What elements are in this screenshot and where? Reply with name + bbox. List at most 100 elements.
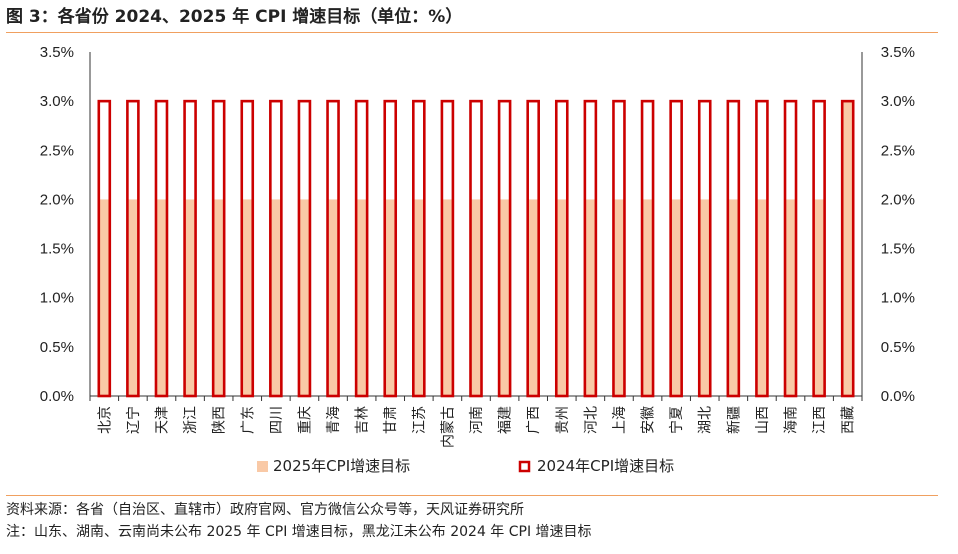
bar-2025-10 (384, 199, 396, 396)
legend-swatch-2024 (518, 460, 531, 473)
bar-2024-15 (526, 99, 540, 398)
bar-2024-26 (840, 99, 855, 398)
left-y-tick-label: 2.0% (40, 191, 74, 208)
right-y-tick-label: 3.5% (881, 44, 915, 61)
x-tick-label: 山西 (755, 406, 771, 434)
bar-2024-11 (412, 99, 426, 398)
x-tick-label: 青海 (326, 406, 342, 434)
legend: 2025年CPI增速目标 2024年CPI增速目标 (257, 457, 674, 475)
bar-2025-23 (756, 199, 768, 396)
bars-group (97, 99, 855, 398)
x-tick-label: 天津 (154, 406, 170, 434)
x-tick-label: 上海 (612, 406, 628, 434)
bar-2025-4 (213, 199, 225, 396)
top-divider (6, 32, 938, 33)
x-tick-label: 河北 (583, 406, 599, 434)
x-tick-label: 新疆 (726, 406, 742, 434)
bar-2024-16 (554, 99, 569, 398)
x-tick-label: 广东 (240, 406, 256, 434)
bar-2024-17 (583, 99, 598, 398)
bar-2025-1 (127, 199, 139, 396)
right-y-tick-label: 1.0% (881, 290, 915, 307)
bar-2024-3 (183, 99, 197, 398)
right-y-tick-label: 2.5% (881, 142, 915, 159)
bar-2024-20 (669, 99, 683, 398)
left-y-tick-label: 2.5% (40, 142, 74, 159)
x-axis-labels: 北京 辽宁 天津 浙江 陕西 广东 四川 重庆 青海 吉林 甘肃 江苏 内蒙古 河南 福建 广西 贵州 河北 上海安… (89, 396, 863, 448)
x-tick-label: 江西 (812, 406, 828, 434)
x-tick-label: 湖北 (698, 406, 714, 434)
x-tick-label: 陕西 (212, 406, 228, 434)
right-y-tick-label: 3.0% (881, 93, 915, 110)
bar-2024-24 (783, 99, 798, 398)
x-tick-label: 北京 (97, 406, 113, 434)
right-y-tick-label: 2.0% (881, 191, 915, 208)
legend-label-2024: 2024年CPI增速目标 (537, 457, 674, 475)
bar-2024-19 (640, 99, 655, 398)
x-tick-label: 甘肃 (383, 406, 399, 434)
legend-swatch-2025 (257, 461, 268, 472)
x-tick-label: 辽宁 (125, 406, 142, 434)
bar-2025-13 (470, 199, 482, 396)
x-tick-label: 安徽 (641, 406, 657, 434)
bar-2024-7 (297, 99, 312, 398)
x-tick-label: 江苏 (412, 406, 428, 434)
x-tick-label: 西藏 (841, 406, 857, 434)
right-y-axis: 0.0% 0.5% 1.0% 1.5% 2.0% 2.5% 3.0% 3.5% (861, 44, 915, 405)
bar-2024-14 (497, 99, 512, 398)
left-y-tick-label: 0.0% (40, 388, 74, 405)
bar-2025-24 (785, 199, 797, 396)
figure-title: 图 3：各省份 2024、2025 年 CPI 增速目标（单位：%） (6, 7, 463, 27)
right-y-tick-label: 0.0% (881, 388, 915, 405)
bar-2025-21 (699, 199, 711, 396)
x-tick-label: 河南 (469, 406, 485, 434)
bar-2025-5 (241, 199, 253, 396)
x-tick-label: 内蒙古 (440, 406, 456, 448)
bar-2025-26 (842, 101, 854, 397)
bar-2025-6 (270, 199, 282, 396)
footnote: 注：山东、湖南、云南尚未公布 2025 年 CPI 增速目标，黑龙江未公布 20… (6, 524, 592, 540)
x-tick-label: 重庆 (297, 406, 313, 434)
bar-2024-13 (469, 99, 483, 398)
left-y-tick-label: 1.5% (40, 241, 74, 258)
bar-2025-22 (727, 199, 739, 396)
x-tick-label: 四川 (269, 406, 285, 434)
bar-2025-8 (327, 199, 339, 396)
bar-2025-25 (813, 199, 825, 396)
bar-2024-23 (755, 99, 769, 398)
source-note: 资料来源：各省（自治区、直辖市）政府官网、官方微信公众号等，天风证券研究所 (6, 502, 524, 518)
bar-2025-9 (356, 199, 368, 396)
bar-2025-17 (584, 199, 596, 396)
x-tick-label: 吉林 (355, 406, 371, 434)
left-y-tick-label: 3.5% (40, 44, 74, 61)
bar-2024-12 (440, 99, 455, 398)
bar-2024-25 (812, 99, 826, 398)
x-tick-label: 广西 (526, 406, 542, 434)
bar-2025-2 (155, 199, 167, 396)
bottom-divider (6, 495, 938, 496)
right-y-tick-label: 0.5% (881, 339, 915, 356)
bar-2025-11 (413, 199, 425, 396)
bar-2024-0 (97, 99, 112, 398)
bar-2024-2 (154, 99, 169, 398)
bar-chart: 0.0% 0.5% 1.0% 1.5% 2.0% 2.5% 3.0% 3.5% 0.0% 0.5… (40, 44, 915, 475)
left-y-tick-label: 0.5% (40, 339, 74, 356)
bar-2025-16 (556, 199, 568, 396)
x-tick-label: 海南 (784, 406, 800, 434)
bar-2024-1 (126, 99, 140, 398)
x-tick-label: 宁夏 (668, 406, 685, 434)
x-tick-label: 贵州 (555, 406, 571, 434)
bar-2025-18 (613, 199, 625, 396)
bar-2025-0 (98, 199, 110, 396)
bar-2024-22 (726, 99, 741, 398)
right-y-tick-label: 1.5% (881, 241, 915, 258)
bar-2024-6 (269, 99, 283, 398)
bar-2025-20 (670, 199, 682, 396)
bar-2025-15 (527, 199, 539, 396)
legend-label-2025: 2025年CPI增速目标 (273, 457, 410, 475)
bar-2024-5 (240, 99, 255, 398)
bar-2024-21 (697, 99, 712, 398)
x-tick-label: 福建 (498, 406, 514, 434)
bar-2025-7 (298, 199, 310, 396)
left-y-tick-label: 1.0% (40, 290, 74, 307)
